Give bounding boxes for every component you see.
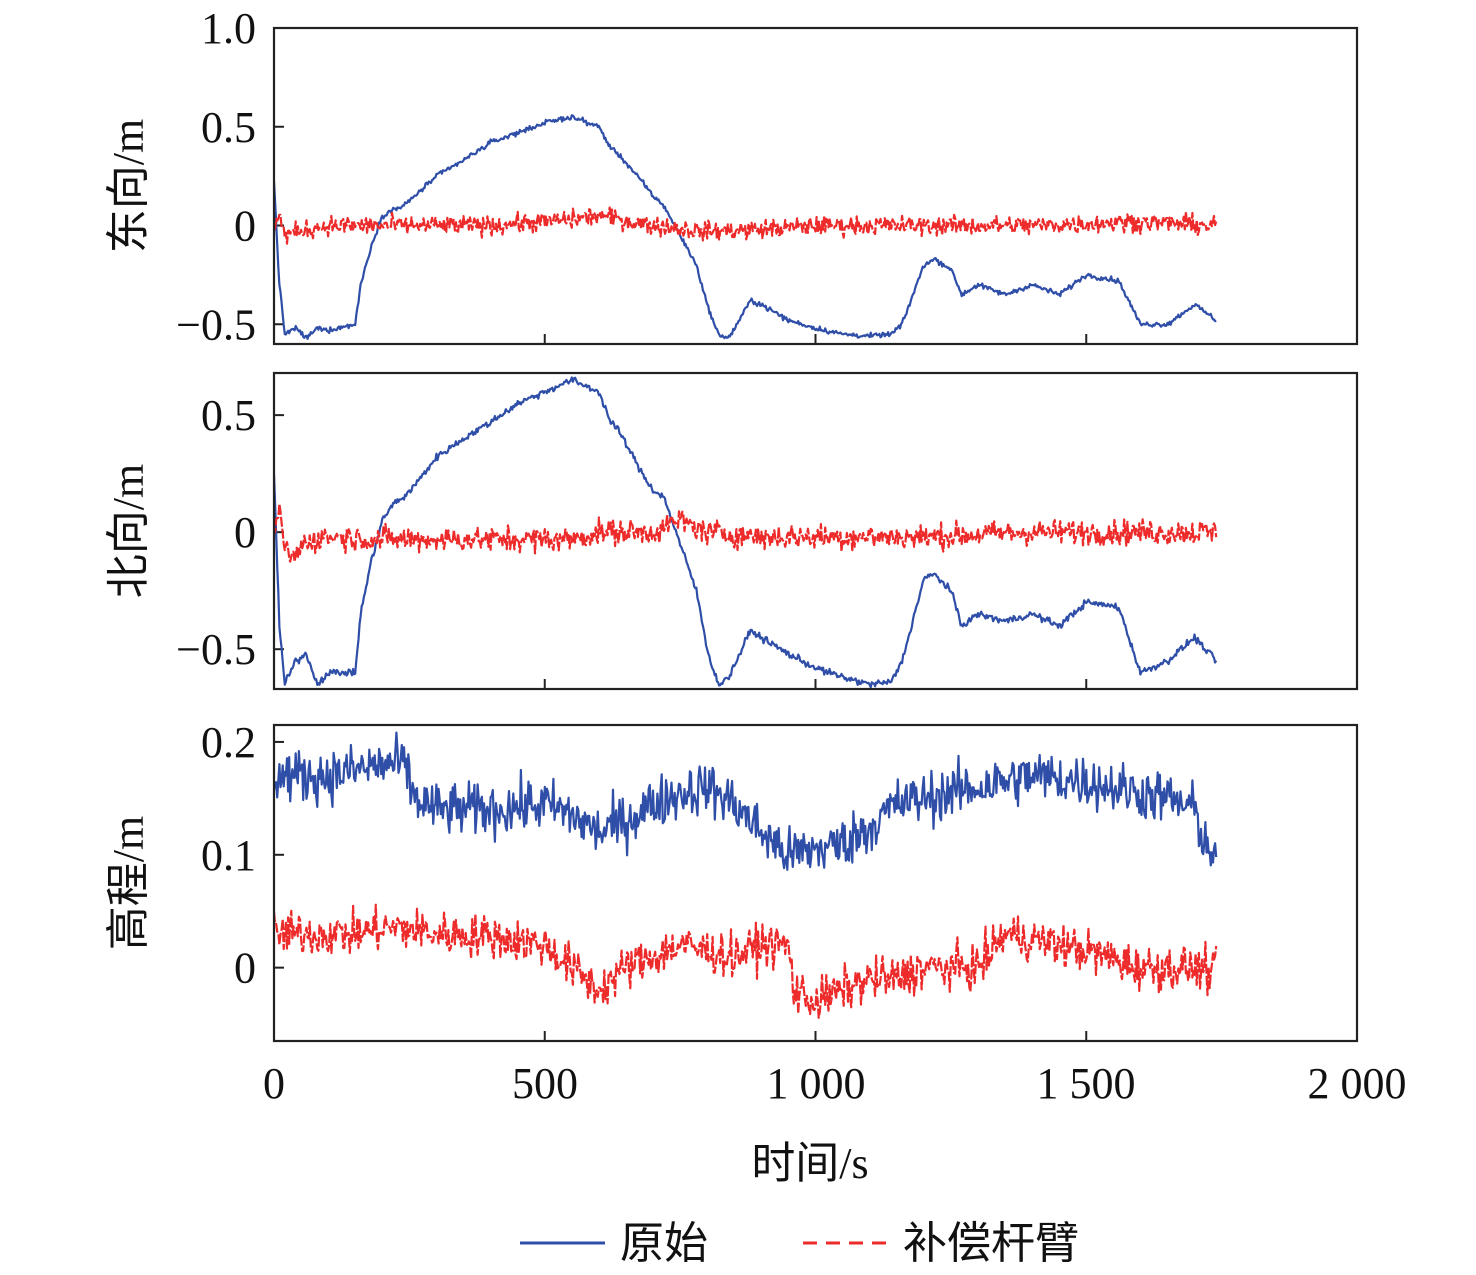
- y-tick-label: 0.2: [201, 718, 256, 767]
- panel-height-ticks: 0.2 0.1 0: [201, 718, 1358, 1041]
- y-tick-label: 0: [234, 508, 256, 557]
- panel-east-ticks: 1.0 0.5 0 −0.5: [176, 4, 1358, 349]
- series-compensated-line: [274, 206, 1218, 245]
- panel-east-plot-area: [274, 114, 1218, 340]
- y-tick-label: 0.5: [201, 103, 256, 152]
- panel-height-frame: [272, 723, 1359, 1043]
- series-original-line: [274, 114, 1217, 340]
- panel-north-ticks: 0.5 0 −0.5: [176, 391, 1358, 689]
- x-tick-label-2000: 2 000: [1308, 1059, 1407, 1108]
- y-tick-label: 0: [234, 202, 256, 251]
- x-tick-label-0: 0: [263, 1059, 285, 1108]
- panel-height: 0.2 0.1 0 高程/m: [104, 718, 1359, 1043]
- x-axis-title: 时间/s: [751, 1139, 868, 1188]
- series-compensated-line: [274, 502, 1218, 563]
- x-tick-label-1500: 1 500: [1037, 1059, 1136, 1108]
- y-tick-label: 0.5: [201, 391, 256, 440]
- panel-east-frame: [272, 26, 1359, 346]
- series-compensated-line: [274, 903, 1218, 1019]
- panel-north-ylabel: 北向/m: [104, 464, 153, 598]
- x-axis-tick-labels: 0 500 1 000 1 500 2 000: [263, 1059, 1407, 1108]
- y-tick-label: 1.0: [201, 4, 256, 53]
- panel-north: 0.5 0 −0.5 北向/m: [104, 371, 1359, 691]
- x-tick-label-1000: 1 000: [767, 1059, 866, 1108]
- legend-label-original: 原始: [620, 1219, 708, 1268]
- panel-east-ylabel: 东向/m: [104, 119, 153, 253]
- y-tick-label: 0.1: [201, 831, 256, 880]
- legend-label-compensated: 补偿杆臂: [903, 1219, 1079, 1268]
- series-original-line: [274, 731, 1218, 871]
- y-tick-label: 0: [234, 944, 256, 993]
- panel-height-plot-area: [274, 731, 1218, 1019]
- panel-north-frame: [272, 371, 1359, 691]
- legend: 原始 补偿杆臂: [520, 1219, 1079, 1268]
- panel-north-plot-area: [274, 376, 1218, 689]
- y-tick-label: −0.5: [176, 300, 256, 349]
- y-tick-label: −0.5: [176, 625, 256, 674]
- x-tick-label-500: 500: [512, 1059, 578, 1108]
- series-original-line: [274, 376, 1218, 689]
- panel-height-ylabel: 高程/m: [104, 816, 153, 950]
- panel-east: 1.0 0.5 0 −0.5 东向/m: [104, 4, 1359, 349]
